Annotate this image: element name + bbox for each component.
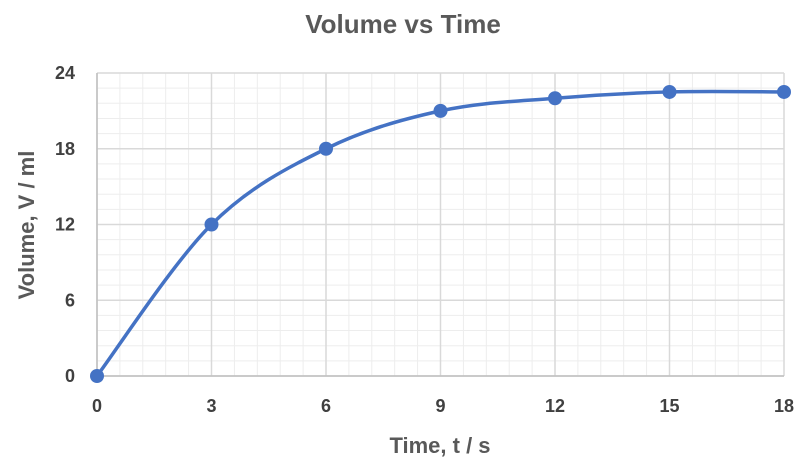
series-layer (90, 84, 791, 383)
x-tick-label: 0 (92, 396, 102, 416)
x-tick-label: 9 (435, 396, 445, 416)
tick-labels: 0 3 6 9 12 15 18 0 6 12 18 24 (55, 63, 794, 416)
data-point (319, 141, 333, 156)
y-tick-label: 12 (55, 215, 75, 235)
x-tick-label: 15 (659, 396, 679, 416)
x-tick-label: 6 (321, 396, 331, 416)
x-tick-label: 3 (206, 396, 216, 416)
data-point (90, 369, 104, 383)
data-point (662, 84, 677, 99)
axes (96, 73, 784, 377)
data-point (433, 103, 448, 118)
data-point (777, 84, 791, 99)
y-tick-label: 18 (55, 139, 75, 159)
y-tick-label: 0 (65, 366, 75, 386)
y-tick-label: 24 (55, 63, 75, 83)
y-axis-title: Volume, V / ml (14, 151, 39, 300)
x-tick-label: 12 (545, 396, 565, 416)
x-axis-title: Time, t / s (389, 433, 490, 458)
x-tick-label: 18 (774, 396, 794, 416)
chart-title: Volume vs Time (305, 9, 501, 39)
y-tick-label: 6 (65, 290, 75, 310)
data-point (204, 217, 219, 232)
data-point (548, 91, 562, 106)
